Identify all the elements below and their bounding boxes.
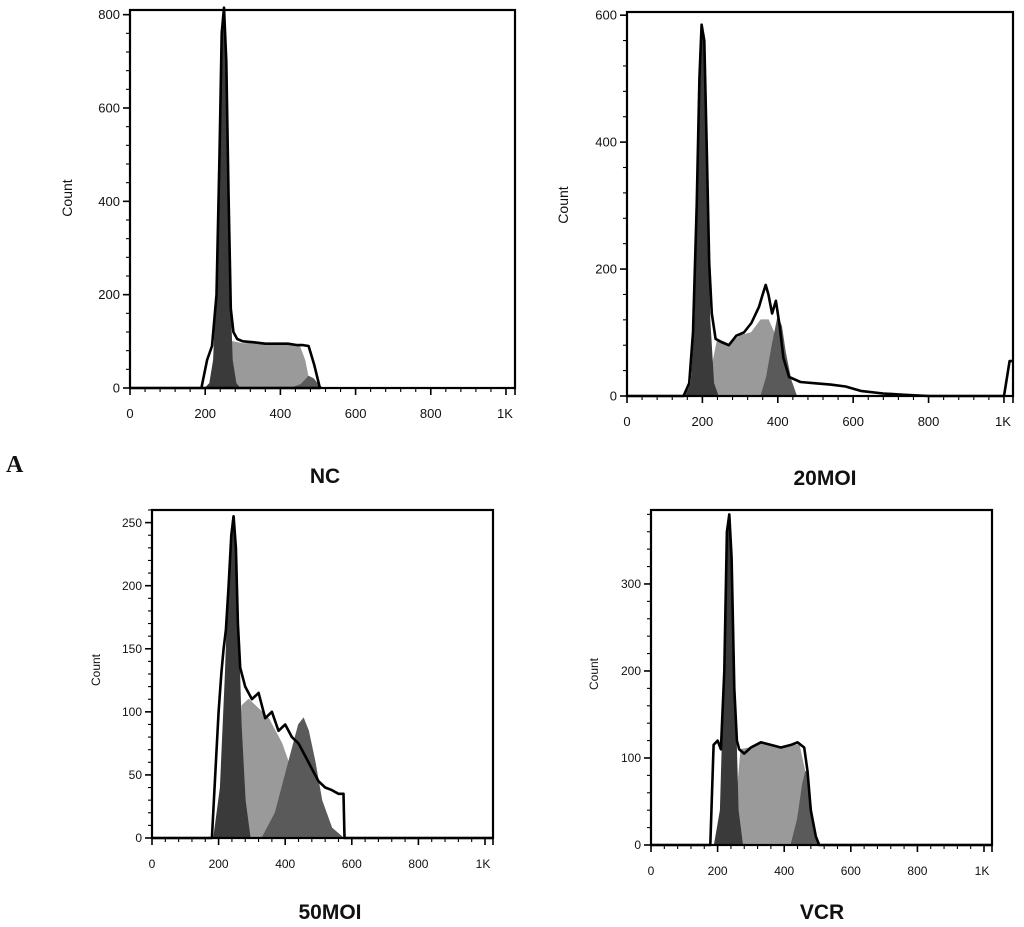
x-tick-label: 1K	[995, 414, 1011, 429]
histogram-panel-3: 0 50 100 150 200 250 0 200 400 600 800 1K Count 50MOI	[89, 508, 495, 924]
y-tick-label: 200	[621, 664, 641, 678]
x-tick-label: 0	[648, 864, 655, 878]
x-tick-label: 800	[907, 864, 927, 878]
x-tick-label: 0	[149, 857, 156, 871]
histogram-panel-2: 0 200 400 600 0 200 400 600 800 1K Count 20MOI	[555, 8, 1015, 490]
x-tick-label: 600	[345, 406, 367, 421]
y-axis-label: Count	[555, 186, 571, 223]
chart-title: NC	[310, 465, 340, 488]
histogram-outline	[627, 23, 1013, 398]
g2-phase-area	[261, 717, 345, 839]
x-tick-label: 600	[842, 414, 864, 429]
histogram-outline	[651, 513, 992, 847]
x-tick-label: 200	[209, 857, 229, 871]
x-tick-label: 800	[420, 406, 442, 421]
y-tick-label: 100	[122, 705, 142, 719]
x-tick-label: 800	[918, 414, 940, 429]
chart-title: 20MOI	[793, 467, 856, 490]
plot-frame	[625, 10, 1015, 398]
histogram-outline	[152, 514, 493, 840]
y-tick-label: 0	[634, 838, 641, 852]
x-tick-label: 600	[342, 857, 362, 871]
x-tick-label: 400	[774, 864, 794, 878]
y-tick-label: 250	[122, 516, 142, 530]
y-axis-label: Count	[59, 179, 75, 216]
y-axis-label: Count	[587, 657, 601, 690]
x-tick-label: 400	[275, 857, 295, 871]
x-tick-label: 1K	[975, 864, 990, 878]
y-tick-label: 100	[621, 751, 641, 765]
y-tick-label: 50	[129, 768, 143, 782]
x-tick-label: 600	[841, 864, 861, 878]
y-tick-label: 0	[113, 381, 120, 396]
x-tick-label: 200	[692, 414, 714, 429]
y-tick-label: 200	[595, 262, 617, 277]
y-tick-label: 600	[98, 101, 120, 116]
g1-phase-area	[213, 516, 251, 839]
g1-phase-area	[204, 7, 241, 389]
x-tick-label: 800	[408, 857, 428, 871]
chart-title: VCR	[800, 901, 844, 924]
x-tick-label: 400	[767, 414, 789, 429]
y-tick-label: 0	[610, 389, 617, 404]
x-tick-label: 0	[126, 406, 133, 421]
g1-phase-area	[684, 24, 719, 397]
x-tick-label: 1K	[476, 857, 491, 871]
plot-frame	[649, 508, 994, 847]
s-phase-area	[223, 340, 311, 389]
histogram-panel-4: 0 100 200 300 0 200 400 600 800 1K Count VCR	[587, 508, 994, 924]
y-tick-label: 0	[135, 831, 142, 845]
y-tick-label: 400	[98, 194, 120, 209]
y-tick-label: 400	[595, 135, 617, 150]
histogram-panel-1: 0 200 400 600 800 0 200 400 600 800 1K Count NC	[59, 6, 517, 488]
x-tick-label: 200	[708, 864, 728, 878]
histogram-outline	[130, 6, 322, 390]
y-tick-label: 300	[621, 577, 641, 591]
x-tick-label: 0	[623, 414, 630, 429]
plot-frame	[128, 8, 517, 390]
x-tick-label: 400	[270, 406, 292, 421]
x-tick-label: 1K	[497, 406, 513, 421]
plot-frame	[150, 508, 495, 840]
y-axis-label: Count	[89, 653, 103, 686]
y-tick-label: 150	[122, 642, 142, 656]
y-tick-label: 600	[595, 8, 617, 23]
figure-panel-letter: A	[6, 452, 24, 478]
y-tick-label: 200	[98, 287, 120, 302]
y-tick-label: 800	[98, 7, 120, 22]
x-tick-label: 200	[194, 406, 216, 421]
y-tick-label: 200	[122, 579, 142, 593]
chart-title: 50MOI	[298, 901, 361, 924]
